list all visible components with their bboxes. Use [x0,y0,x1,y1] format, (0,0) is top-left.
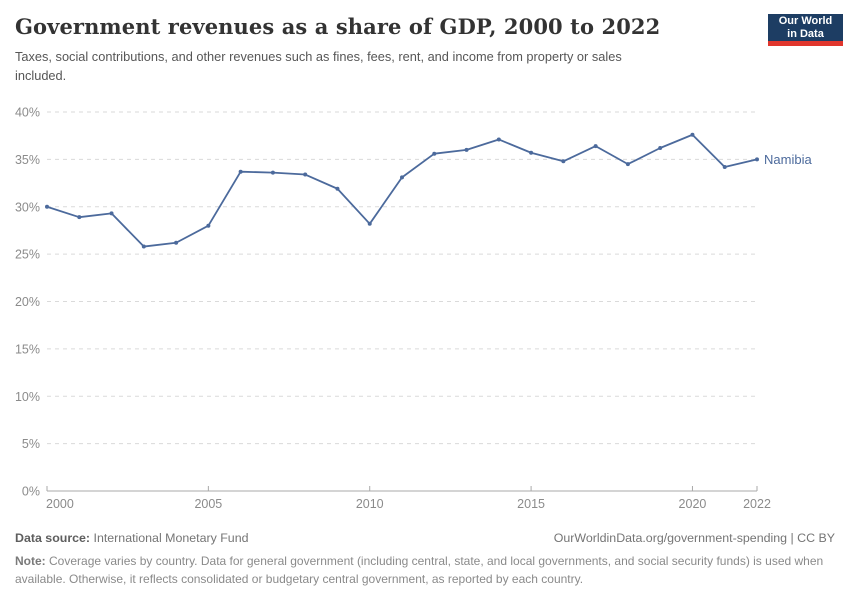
x-tick-label: 2010 [356,497,384,511]
line-chart: 0%5%10%15%20%25%30%35%40% 2000 2005 2010 20… [15,106,812,512]
y-tick-label: 40% [15,106,40,120]
data-point-marker [367,221,372,226]
footer-source-row: Data source: International Monetary Fund… [15,531,835,545]
chart-header: Government revenues as a share of GDP, 2… [15,14,755,85]
y-tick-label: 0% [22,485,40,499]
data-point-marker [303,172,308,177]
data-point-marker [529,150,534,155]
data-point-marker [496,137,501,142]
data-point-marker [109,211,114,216]
chart-title: Government revenues as a share of GDP, 2… [15,14,661,39]
y-tick-label: 35% [15,153,40,167]
y-tick-label: 5% [22,437,40,451]
chart-subtitle: Taxes, social contributions, and other r… [15,49,622,83]
y-tick-label: 25% [15,248,40,262]
series-end-label[interactable]: Namibia [764,152,812,167]
grid-layer: 0% 5% 10% 15% 20% 25% 30% 35% 40% [15,106,757,499]
x-tick-label: 2005 [194,497,222,511]
data-point-marker [141,244,146,249]
y-tick-label: 30% [15,200,40,214]
series-line [46,133,758,248]
data-point-marker [400,175,404,180]
owid-logo-line2: in Data [787,27,824,40]
data-point-marker [722,164,727,169]
data-point-marker [625,162,630,167]
data-point-marker [77,215,82,220]
x-tick-label: 2020 [679,497,707,511]
x-tick-label: 2022 [743,497,771,511]
footer-note-value: Coverage varies by country. Data for gen… [15,554,824,586]
data-source-value: International Monetary Fund [90,531,249,545]
axis-layer: 2000 2005 2010 2015 2020 2022 [46,486,771,511]
data-source-label: Data source: [15,531,91,545]
data-point-marker [174,240,179,245]
data-point-marker [593,144,598,149]
data-point-marker [270,170,275,175]
data-source: Data source: International Monetary Fund [15,531,248,545]
y-tick-label: 15% [15,342,40,356]
data-point-marker [755,157,759,162]
data-point-marker [238,169,243,174]
x-tick-label: 2015 [517,497,545,511]
footer-note-label: Note: [15,554,46,568]
license-link[interactable]: OurWorldinData.org/government-spending |… [553,531,835,545]
data-point-marker [464,147,469,152]
owid-logo[interactable]: Our World in Data [768,14,843,46]
series-layer [45,132,759,249]
owid-logo-line1: Our World [778,15,833,27]
data-point-marker [206,223,211,228]
y-tick-label: 20% [15,295,40,309]
data-point-marker [690,132,695,137]
owid-logo-text: Our World in Data [779,15,833,40]
data-point-marker [561,159,566,164]
x-tick-label: 2000 [46,497,74,511]
data-point-marker [335,186,340,191]
data-point-marker [45,204,49,209]
data-point-marker [432,151,437,156]
chart-footer: Data source: International Monetary Fund… [15,531,835,588]
footer-note: Note: Coverage varies by country. Data f… [15,552,835,588]
y-tick-label: 10% [15,390,40,404]
data-point-marker [658,146,663,151]
